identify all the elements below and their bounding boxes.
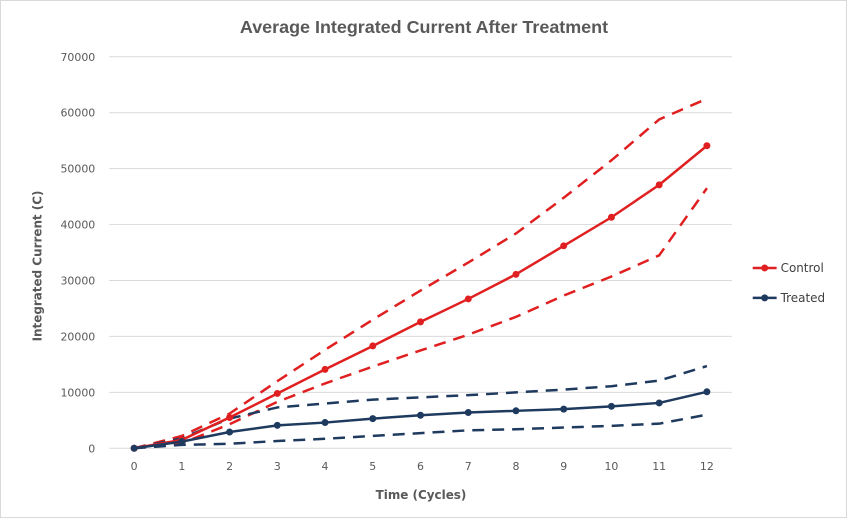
x-tick-label: 5 — [369, 460, 376, 473]
chart-title: Average Integrated Current After Treatme… — [240, 17, 608, 37]
series-1-point — [703, 388, 711, 396]
legend-label: Treated — [780, 291, 825, 305]
series-1-upper-bound — [133, 364, 708, 450]
y-axis-title: Integrated Current (C) — [30, 191, 44, 342]
series-1-point — [512, 407, 520, 415]
series-0-point — [321, 365, 329, 373]
series-1-point — [560, 405, 568, 413]
series-1-line — [133, 390, 708, 450]
series-0-upper-bound — [133, 97, 708, 450]
y-tick-label: 20000 — [60, 330, 95, 343]
series-0-point — [273, 389, 281, 397]
series-1-point — [607, 402, 615, 410]
series-0-point — [655, 181, 663, 189]
y-tick-label: 70000 — [60, 51, 95, 64]
series-0-point — [369, 342, 377, 350]
series-1-point — [369, 415, 377, 423]
x-tick-label: 0 — [131, 460, 138, 473]
series-0-point — [607, 213, 615, 221]
series-1-point — [226, 428, 234, 436]
y-tick-label: 0 — [88, 442, 95, 455]
x-axis-ticks: 0 1 2 3 4 5 6 7 8 9 10 11 12 — [131, 460, 714, 473]
series-lines — [133, 144, 708, 450]
series-0-point — [464, 295, 472, 303]
series-0-point — [417, 318, 424, 326]
gridlines — [109, 56, 732, 449]
series-0-point — [560, 242, 568, 250]
x-axis-title: Time (Cycles) — [376, 488, 467, 502]
legend-marker — [761, 264, 769, 272]
y-tick-label: 50000 — [60, 163, 95, 176]
x-tick-label: 12 — [700, 460, 714, 473]
confidence-bands — [133, 97, 708, 450]
x-tick-label: 10 — [604, 460, 618, 473]
x-tick-label: 9 — [560, 460, 567, 473]
x-tick-label: 1 — [178, 460, 185, 473]
series-0-point — [226, 414, 234, 421]
x-tick-label: 8 — [512, 460, 519, 473]
series-0-line — [133, 144, 708, 450]
series-1-point — [130, 444, 138, 452]
series-1-point — [321, 419, 329, 427]
series-1-point — [178, 438, 186, 446]
x-tick-label: 2 — [226, 460, 233, 473]
y-axis-ticks: 0 10000 20000 30000 40000 50000 60000 70000 — [60, 51, 95, 455]
legend: Control Treated — [752, 261, 825, 305]
series-0-point — [703, 142, 711, 150]
y-tick-label: 40000 — [60, 219, 95, 232]
series-1-lower-bound — [134, 413, 708, 450]
legend-label: Control — [781, 261, 824, 275]
y-tick-label: 30000 — [60, 274, 95, 287]
legend-marker — [761, 294, 769, 302]
series-1-point — [655, 399, 663, 407]
y-tick-label: 10000 — [60, 386, 95, 399]
series-1-point — [417, 411, 424, 419]
series-0-point — [512, 270, 520, 278]
series-0-lower-bound — [133, 187, 708, 450]
x-tick-label: 7 — [465, 460, 472, 473]
x-tick-label: 6 — [417, 460, 424, 473]
x-tick-label: 4 — [322, 460, 329, 473]
y-tick-label: 60000 — [60, 107, 95, 120]
series-1-point — [464, 408, 472, 416]
x-tick-label: 3 — [274, 460, 281, 473]
series-1-point — [273, 421, 281, 429]
series-points — [130, 142, 711, 452]
x-tick-label: 11 — [652, 460, 666, 473]
